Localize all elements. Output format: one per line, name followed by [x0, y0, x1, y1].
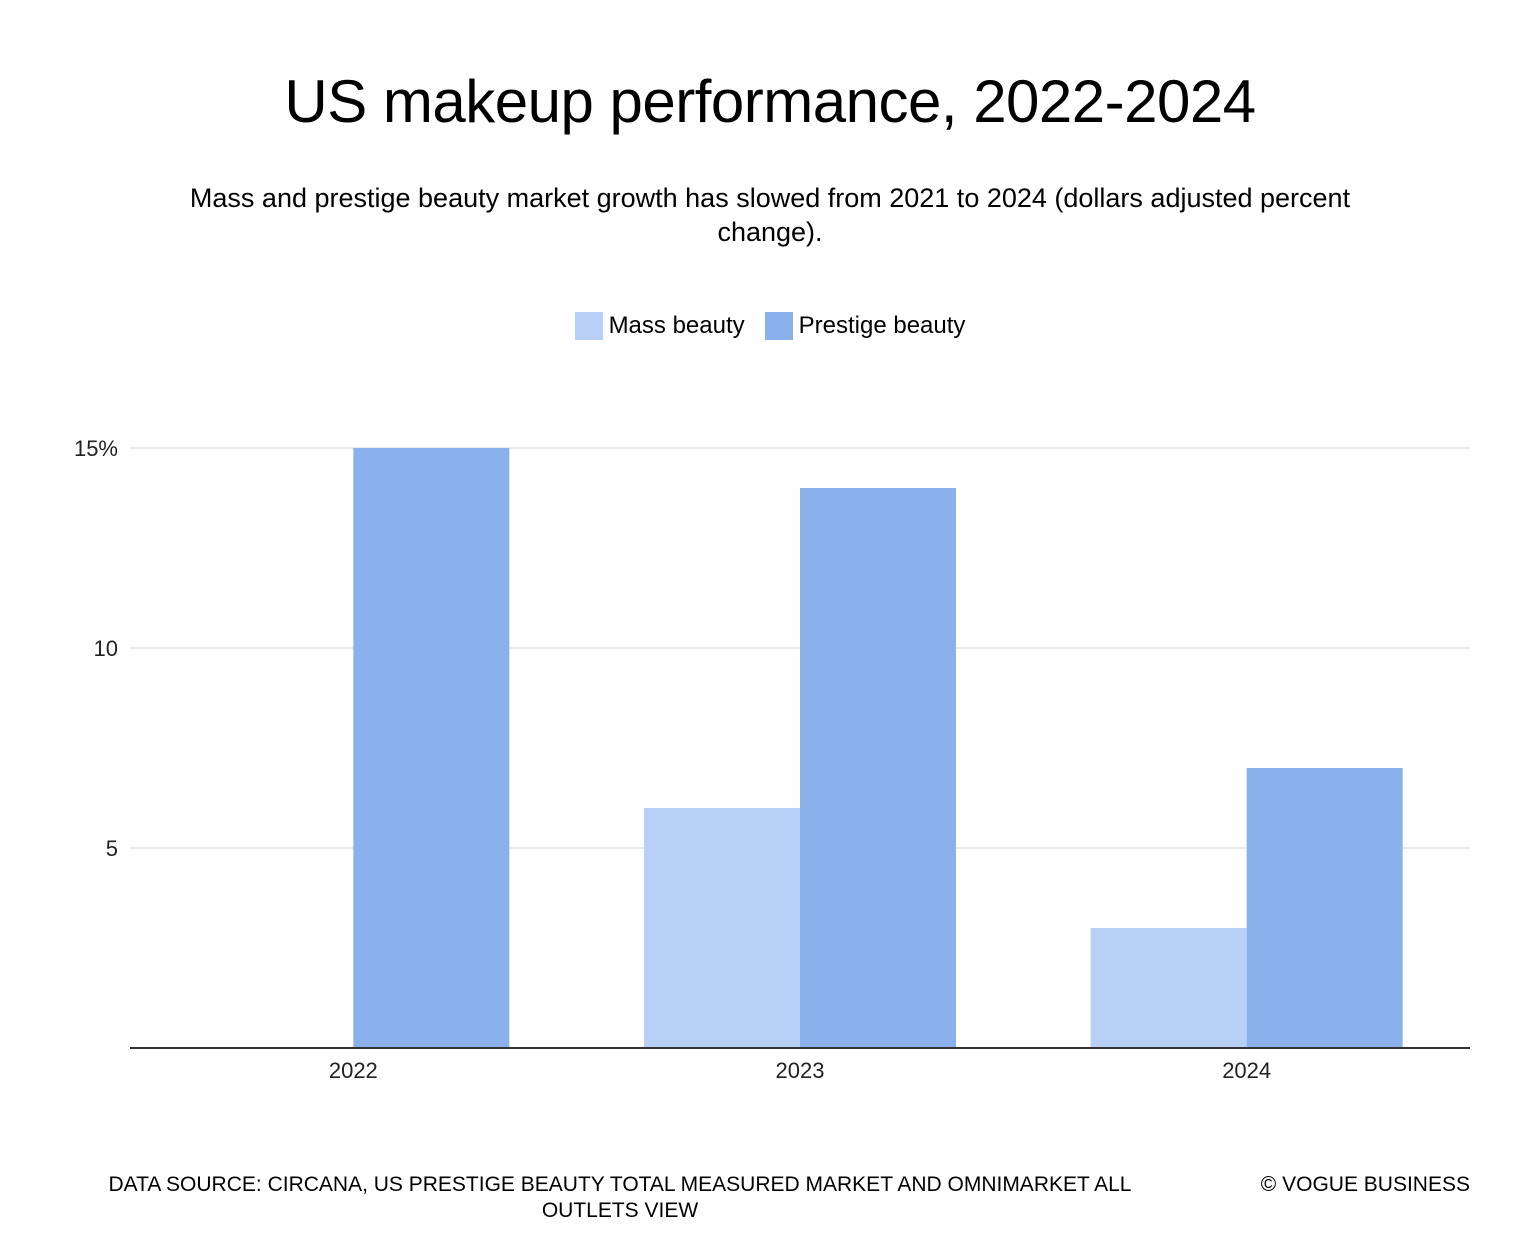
legend-item-mass: Mass beauty [574, 312, 745, 340]
bar-mass-beauty-2023 [644, 808, 800, 1048]
x-tick-label-2023: 2023 [776, 1058, 825, 1083]
legend-swatch-prestige [764, 312, 793, 340]
x-tick-label-2024: 2024 [1222, 1058, 1271, 1083]
bar-mass-beauty-2024 [1090, 928, 1247, 1048]
x-tick-label-2022: 2022 [329, 1058, 378, 1083]
legend-swatch-mass [574, 312, 603, 340]
chart-title: US makeup performance, 2022-2024 [284, 68, 1256, 135]
bar-prestige-beauty-2022 [353, 448, 510, 1048]
bar-prestige-beauty-2023 [800, 488, 956, 1048]
y-tick-label-10: 10 [94, 636, 118, 661]
chart-subtitle: Mass and prestige beauty market growth h… [189, 183, 1351, 247]
bar-prestige-beauty-2024 [1246, 768, 1403, 1048]
y-tick-label-15: 15% [74, 436, 118, 461]
bar-chart: 5 10 15% 2022 2023 2024 [74, 436, 1470, 1083]
legend-label-prestige: Prestige beauty [798, 312, 966, 339]
legend-item-prestige: Prestige beauty [764, 312, 966, 340]
legend-label-mass: Mass beauty [608, 312, 745, 339]
chart-legend: Mass beauty Prestige beauty [0, 312, 1540, 340]
y-tick-label-5: 5 [106, 836, 118, 861]
data-source-note: DATA SOURCE: CIRCANA, US PRESTIGE BEAUTY… [108, 1173, 1132, 1222]
copyright-credit: © VOGUE BUSINESS [1260, 1173, 1470, 1196]
